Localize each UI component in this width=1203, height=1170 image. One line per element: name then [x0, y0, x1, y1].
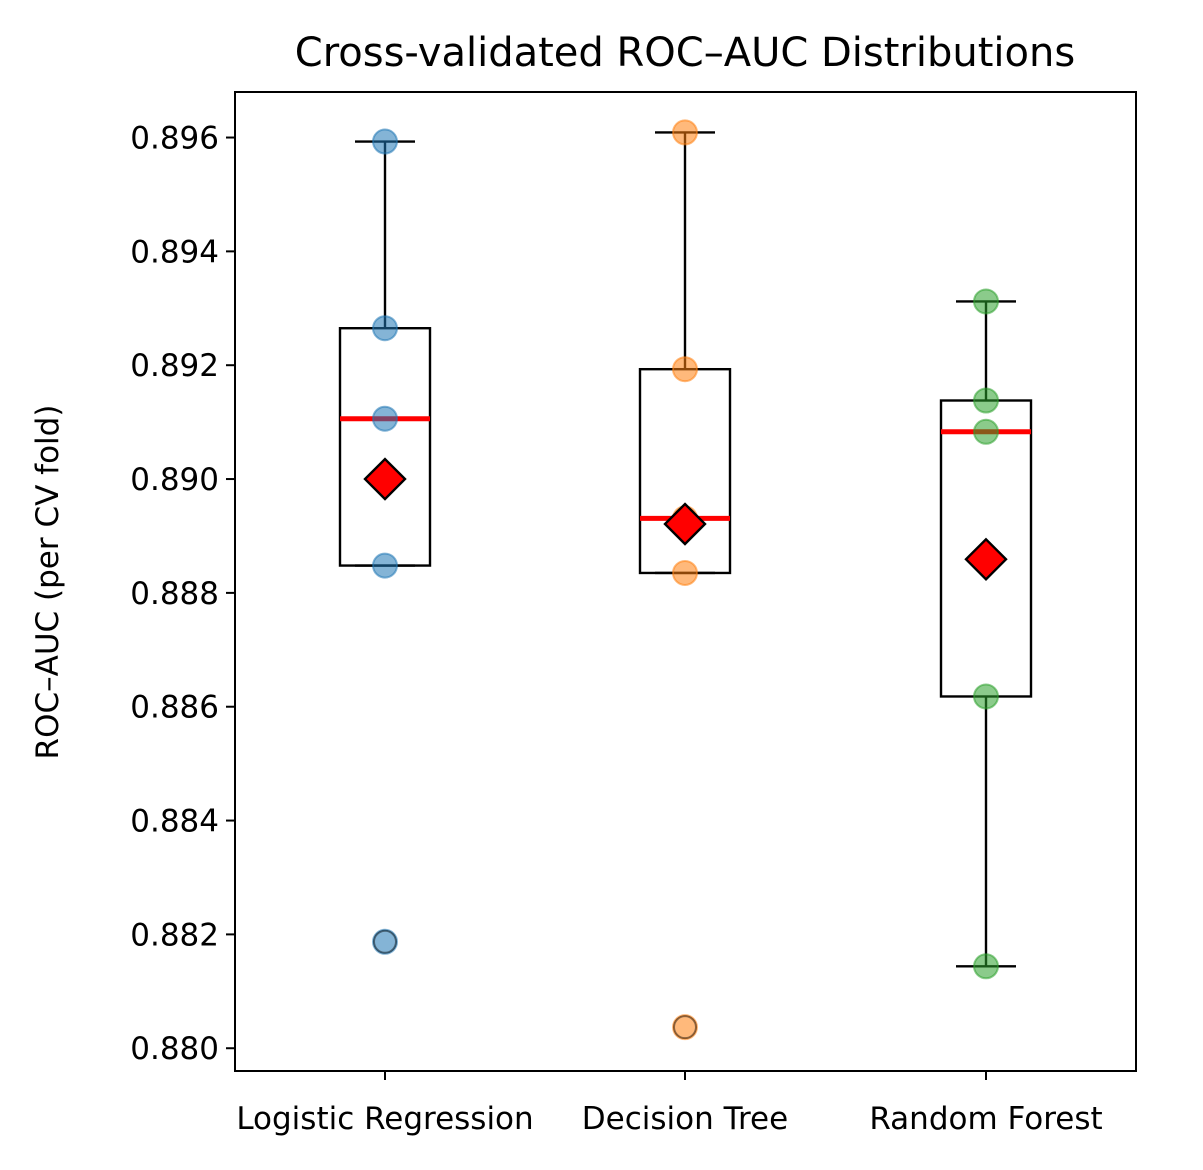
mean-marker	[964, 537, 1008, 581]
fold-point	[672, 119, 698, 146]
fold-point	[973, 683, 999, 710]
y-tick-label: 0.880	[130, 1031, 219, 1067]
mean-marker	[363, 457, 407, 501]
outlier-point	[673, 1015, 697, 1040]
x-tick-label: Random Forest	[869, 1101, 1102, 1137]
y-tick-label: 0.882	[130, 917, 219, 953]
y-axis-label: ROC–AUC (per CV fold)	[30, 405, 66, 760]
x-tick-label: Decision Tree	[582, 1101, 788, 1137]
fold-point	[372, 128, 398, 155]
fold-point	[973, 288, 999, 315]
fold-point	[372, 552, 398, 579]
chart-title: Cross-validated ROC–AUC Distributions	[295, 30, 1075, 76]
fold-point	[672, 356, 698, 383]
fold-point	[672, 559, 698, 586]
fold-point	[672, 1014, 698, 1041]
y-tick-label: 0.888	[130, 576, 219, 612]
y-tick-label: 0.894	[130, 234, 219, 270]
fold-point	[372, 315, 398, 342]
y-tick-label: 0.884	[130, 804, 219, 840]
mean-marker	[663, 502, 707, 546]
y-tick-label: 0.890	[130, 462, 219, 498]
fold-point	[973, 418, 999, 445]
y-tick-label: 0.896	[130, 121, 219, 157]
plot-area: 0.880 0.882 0.884 0.886 0.888 0.890 0.892 0.894…	[130, 119, 1103, 1137]
fold-point	[372, 928, 398, 955]
axes-frame	[234, 91, 1137, 1072]
outlier-point	[373, 929, 397, 954]
x-tick-label: Logistic Regression	[236, 1101, 533, 1137]
fold-point	[973, 953, 999, 980]
box	[338, 327, 432, 567]
y-tick-label: 0.886	[130, 690, 219, 726]
y-tick-label: 0.892	[130, 348, 219, 384]
fold-point	[973, 387, 999, 414]
fold-point	[372, 405, 398, 432]
